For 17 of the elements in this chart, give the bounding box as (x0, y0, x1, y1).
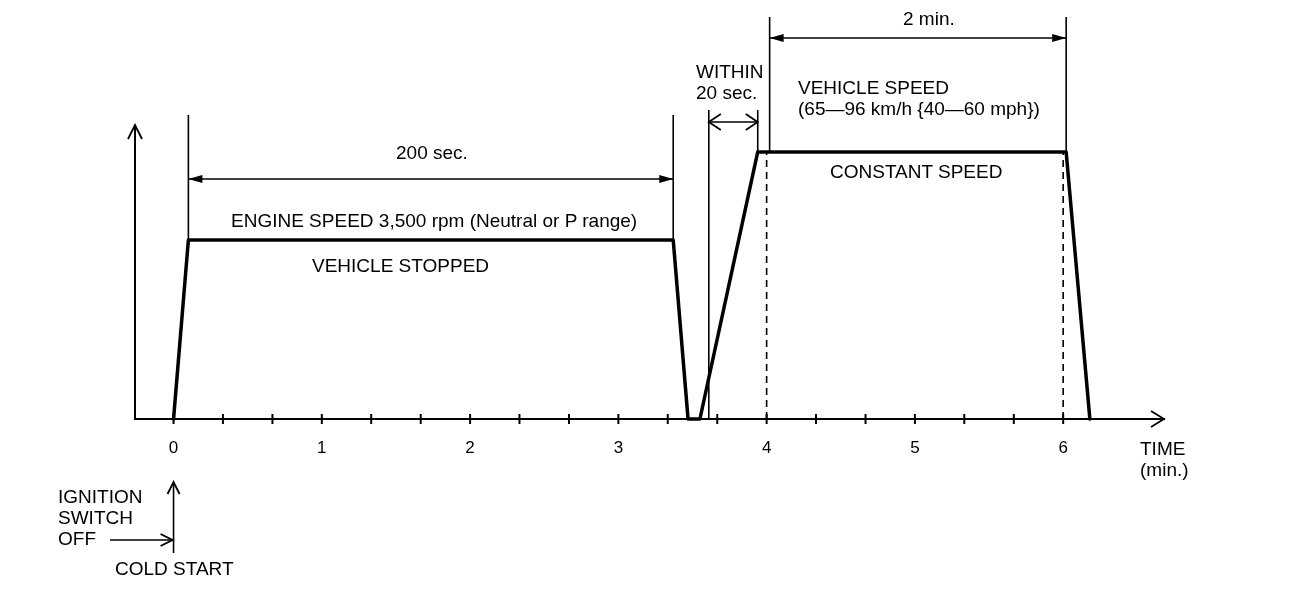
x-tick-label: 3 (613, 437, 624, 457)
x-axis-title: TIME (min.) (1140, 438, 1189, 481)
text: VEHICLE SPEED (65—96 km/h {40—60 mph}) (798, 76, 1040, 119)
x-tick-label: 2 (465, 437, 475, 457)
text: COLD START (115, 558, 234, 580)
annotation: VEHICLE STOPPED (312, 255, 490, 277)
annotation: 200 sec. (396, 142, 468, 164)
text: WITHIN 20 sec. (696, 60, 764, 103)
text: 2 min. (903, 8, 955, 30)
annotation: ENGINE SPEED 3,500 rpm (Neutral or P range) (231, 210, 638, 232)
text: IGNITION SWITCH OFF (58, 486, 143, 550)
x-tick-label: 1 (317, 437, 327, 457)
x-tick-label: 0 (168, 437, 179, 457)
annotation: CONSTANT SPEED (830, 161, 1003, 183)
x-tick-label: 5 (910, 437, 920, 457)
x-tick-label: 4 (761, 437, 772, 457)
x-tick-label: 6 (1058, 437, 1068, 457)
